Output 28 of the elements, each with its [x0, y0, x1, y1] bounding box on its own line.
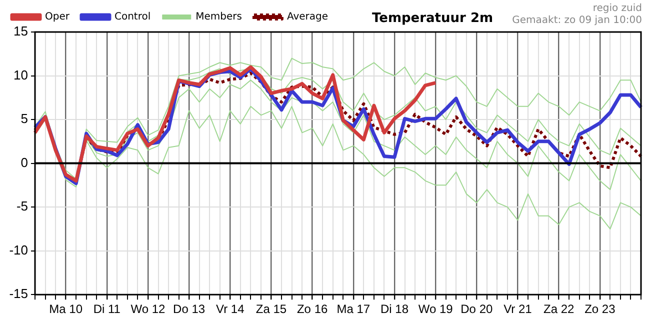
x-tick-label: Ma 17 — [336, 302, 370, 316]
x-tick-label: Za 22 — [543, 302, 574, 316]
y-tick-label: -5 — [16, 198, 28, 214]
y-tick-label: 5 — [20, 111, 28, 126]
x-tick-label: Ma 10 — [49, 302, 83, 316]
x-tick-label: Vr 21 — [504, 302, 532, 316]
x-tick-label: Zo 16 — [296, 302, 328, 316]
x-tick-label: Di 11 — [93, 302, 121, 316]
legend-label: Oper — [45, 12, 70, 23]
x-tick-label: Vr 14 — [216, 302, 245, 316]
x-tick-label: Wo 19 — [418, 302, 454, 316]
text: Gemaakt: zo 09 jan 10:00 — [512, 15, 642, 27]
y-tick-label: -10 — [9, 242, 28, 258]
x-tick-label: Do 20 — [460, 302, 493, 316]
y-tick-label: 10 — [14, 67, 28, 82]
legend-label: Control — [114, 12, 151, 23]
x-tick-label: Do 13 — [173, 302, 206, 316]
x-tick-label: Za 15 — [256, 302, 287, 316]
x-tick-label: Di 18 — [380, 302, 409, 316]
x-tick-label: Wo 12 — [130, 302, 166, 316]
y-tick-label: 15 — [14, 24, 28, 39]
chart-title: Temperatuur 2m — [372, 11, 494, 26]
y-tick-label: 0 — [20, 154, 28, 170]
x-tick-label: Zo 23 — [584, 302, 616, 316]
y-tick-label: -15 — [9, 286, 28, 302]
text: regio zuid — [592, 3, 642, 15]
legend-label: Average — [286, 12, 328, 23]
legend-label: Members — [196, 12, 242, 23]
